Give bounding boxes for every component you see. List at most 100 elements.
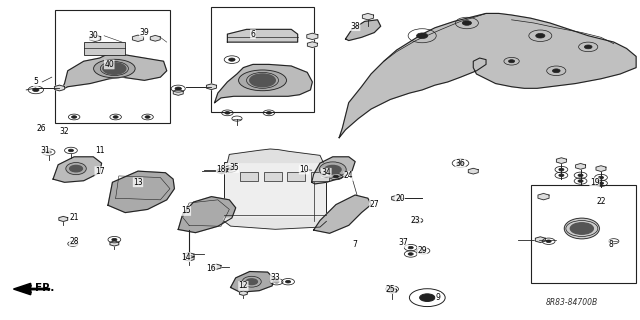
Circle shape (228, 168, 233, 170)
Polygon shape (13, 283, 31, 295)
Bar (84, 42, 125, 55)
Polygon shape (538, 194, 549, 200)
Circle shape (333, 175, 339, 178)
Bar (264, 172, 282, 181)
Polygon shape (307, 42, 317, 48)
Ellipse shape (242, 276, 261, 287)
Ellipse shape (239, 70, 287, 91)
Text: 6: 6 (250, 30, 255, 39)
Polygon shape (227, 29, 298, 42)
Polygon shape (346, 20, 381, 41)
Text: 21: 21 (69, 213, 79, 222)
Circle shape (408, 246, 413, 249)
Text: 18: 18 (216, 165, 226, 174)
Polygon shape (596, 166, 606, 172)
Polygon shape (108, 171, 174, 212)
Bar (240, 172, 258, 181)
Polygon shape (217, 169, 226, 174)
Text: 33: 33 (271, 273, 280, 282)
Polygon shape (556, 158, 566, 164)
Circle shape (578, 174, 583, 177)
Polygon shape (214, 64, 312, 103)
Bar (55, 10, 170, 123)
Circle shape (420, 294, 435, 301)
Polygon shape (535, 237, 545, 243)
Polygon shape (90, 35, 100, 42)
Circle shape (145, 116, 150, 118)
Circle shape (46, 151, 51, 153)
Circle shape (112, 238, 117, 241)
Circle shape (246, 279, 257, 284)
Bar (287, 172, 305, 181)
Text: 29: 29 (417, 246, 427, 255)
Text: 15: 15 (181, 206, 191, 215)
Text: 39: 39 (140, 28, 149, 37)
Text: 14: 14 (181, 253, 191, 262)
Bar (311, 172, 329, 181)
Text: 5: 5 (33, 77, 38, 86)
Text: 11: 11 (95, 146, 104, 155)
Polygon shape (61, 53, 167, 90)
Circle shape (175, 87, 181, 90)
Circle shape (33, 88, 39, 92)
Polygon shape (468, 168, 478, 174)
Polygon shape (178, 197, 236, 233)
Ellipse shape (564, 218, 600, 239)
Polygon shape (307, 33, 318, 40)
Polygon shape (224, 218, 326, 229)
Text: 24: 24 (344, 172, 353, 180)
Text: 32: 32 (60, 127, 69, 136)
Text: 37: 37 (398, 238, 408, 247)
Ellipse shape (319, 162, 346, 177)
Polygon shape (230, 271, 274, 292)
Text: FR.: FR. (35, 284, 54, 293)
Text: 20: 20 (395, 194, 404, 203)
Circle shape (250, 74, 275, 87)
Polygon shape (184, 255, 194, 261)
Circle shape (578, 180, 583, 182)
Text: 9: 9 (436, 292, 440, 301)
Circle shape (584, 45, 592, 49)
Polygon shape (392, 196, 402, 201)
Circle shape (285, 280, 291, 283)
Text: 7: 7 (353, 240, 358, 249)
Polygon shape (218, 168, 227, 173)
Circle shape (228, 58, 235, 61)
Polygon shape (227, 149, 323, 162)
Text: 25: 25 (385, 284, 395, 293)
Text: 19: 19 (590, 178, 600, 187)
Circle shape (70, 165, 83, 172)
Polygon shape (575, 164, 586, 169)
Text: 16: 16 (207, 264, 216, 273)
Circle shape (421, 250, 426, 252)
Circle shape (324, 165, 341, 174)
Text: 38: 38 (350, 22, 360, 31)
Polygon shape (339, 13, 636, 138)
Polygon shape (173, 90, 183, 95)
Circle shape (72, 116, 77, 118)
Bar (211, 7, 314, 112)
Circle shape (559, 174, 564, 177)
Text: 31: 31 (40, 146, 50, 155)
Polygon shape (184, 253, 194, 259)
Text: 8R83-84700B: 8R83-84700B (546, 298, 598, 307)
Text: 17: 17 (95, 167, 104, 176)
Polygon shape (312, 157, 355, 184)
Circle shape (266, 112, 271, 114)
Text: 30: 30 (88, 31, 98, 40)
Polygon shape (388, 288, 397, 293)
Polygon shape (212, 264, 221, 269)
Circle shape (274, 280, 279, 283)
Circle shape (113, 116, 118, 118)
Circle shape (103, 63, 126, 74)
Polygon shape (314, 195, 371, 233)
Text: 22: 22 (596, 197, 605, 206)
Circle shape (509, 60, 515, 63)
Circle shape (408, 253, 413, 255)
Circle shape (390, 288, 395, 290)
Ellipse shape (66, 163, 86, 175)
Polygon shape (239, 291, 247, 295)
Text: 34: 34 (321, 168, 332, 177)
Circle shape (546, 240, 551, 243)
Text: 10: 10 (300, 165, 309, 174)
